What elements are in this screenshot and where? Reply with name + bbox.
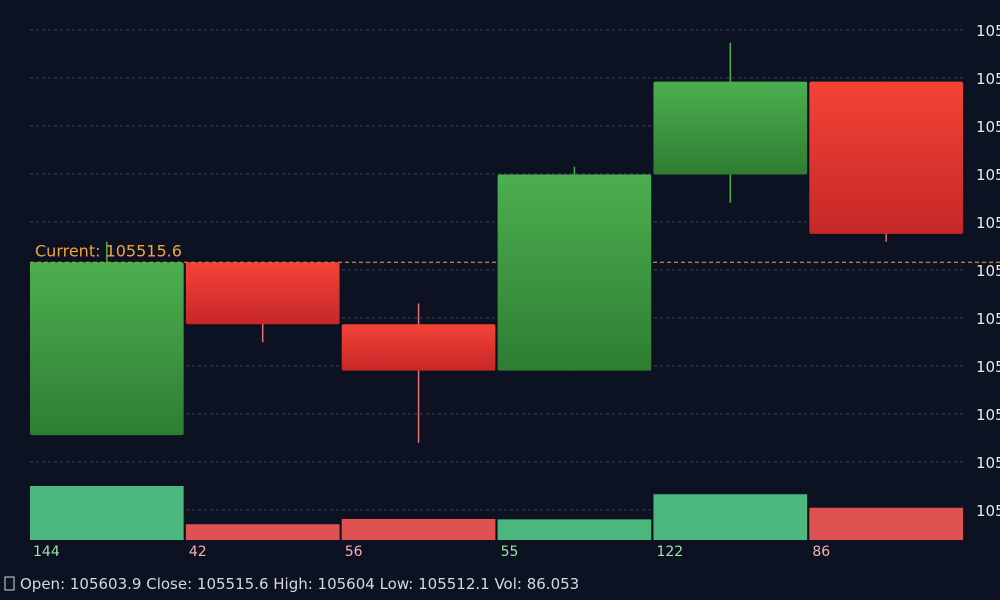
y-tick-label: 105 [976, 166, 1000, 184]
info-bar: Open: 105603.9 Close: 105515.6 High: 105… [4, 575, 579, 593]
volume-label: 56 [345, 544, 363, 560]
y-tick-label: 105 [976, 262, 1000, 280]
candles [30, 42, 963, 443]
candle [809, 81, 963, 242]
y-axis-labels: 105 105 105 105 105 105 105 105 105 105 105 [976, 22, 1000, 520]
candle [185, 262, 340, 343]
volume-bar [341, 519, 496, 540]
current-price-label: Current: 105515.6 [35, 241, 182, 260]
volume-bar [497, 519, 652, 540]
volume-bar [185, 524, 340, 540]
candle-body [809, 81, 963, 234]
candle [30, 241, 184, 436]
volume-bar [653, 494, 808, 540]
y-tick-label: 105 [976, 22, 1000, 40]
volume-bars: 144 42 56 55 122 86 [30, 486, 963, 560]
y-tick-label: 105 [976, 310, 1000, 328]
chart-icon [4, 576, 15, 591]
volume-bar [30, 486, 184, 540]
candle-body [30, 262, 184, 436]
y-tick-label: 105 [976, 502, 1000, 520]
candle-body [341, 324, 496, 371]
y-tick-label: 105 [976, 214, 1000, 232]
volume-label: 122 [656, 544, 683, 560]
y-tick-label: 105 [976, 118, 1000, 136]
volume-label: 42 [189, 544, 207, 560]
candle-body [185, 262, 340, 325]
candle [497, 166, 652, 371]
y-tick-label: 105 [976, 358, 1000, 376]
candle [341, 303, 496, 443]
volume-label: 144 [33, 544, 60, 560]
y-tick-label: 105 [976, 406, 1000, 424]
y-tick-label: 105 [976, 70, 1000, 88]
volume-bar [809, 507, 963, 540]
volume-label: 55 [501, 544, 519, 560]
info-bar-text: Open: 105603.9 Close: 105515.6 High: 105… [20, 575, 579, 593]
candle-body [497, 174, 652, 371]
y-tick-label: 105 [976, 454, 1000, 472]
volume-label: 86 [812, 544, 830, 560]
candle [653, 42, 808, 203]
candle-body [653, 81, 808, 175]
